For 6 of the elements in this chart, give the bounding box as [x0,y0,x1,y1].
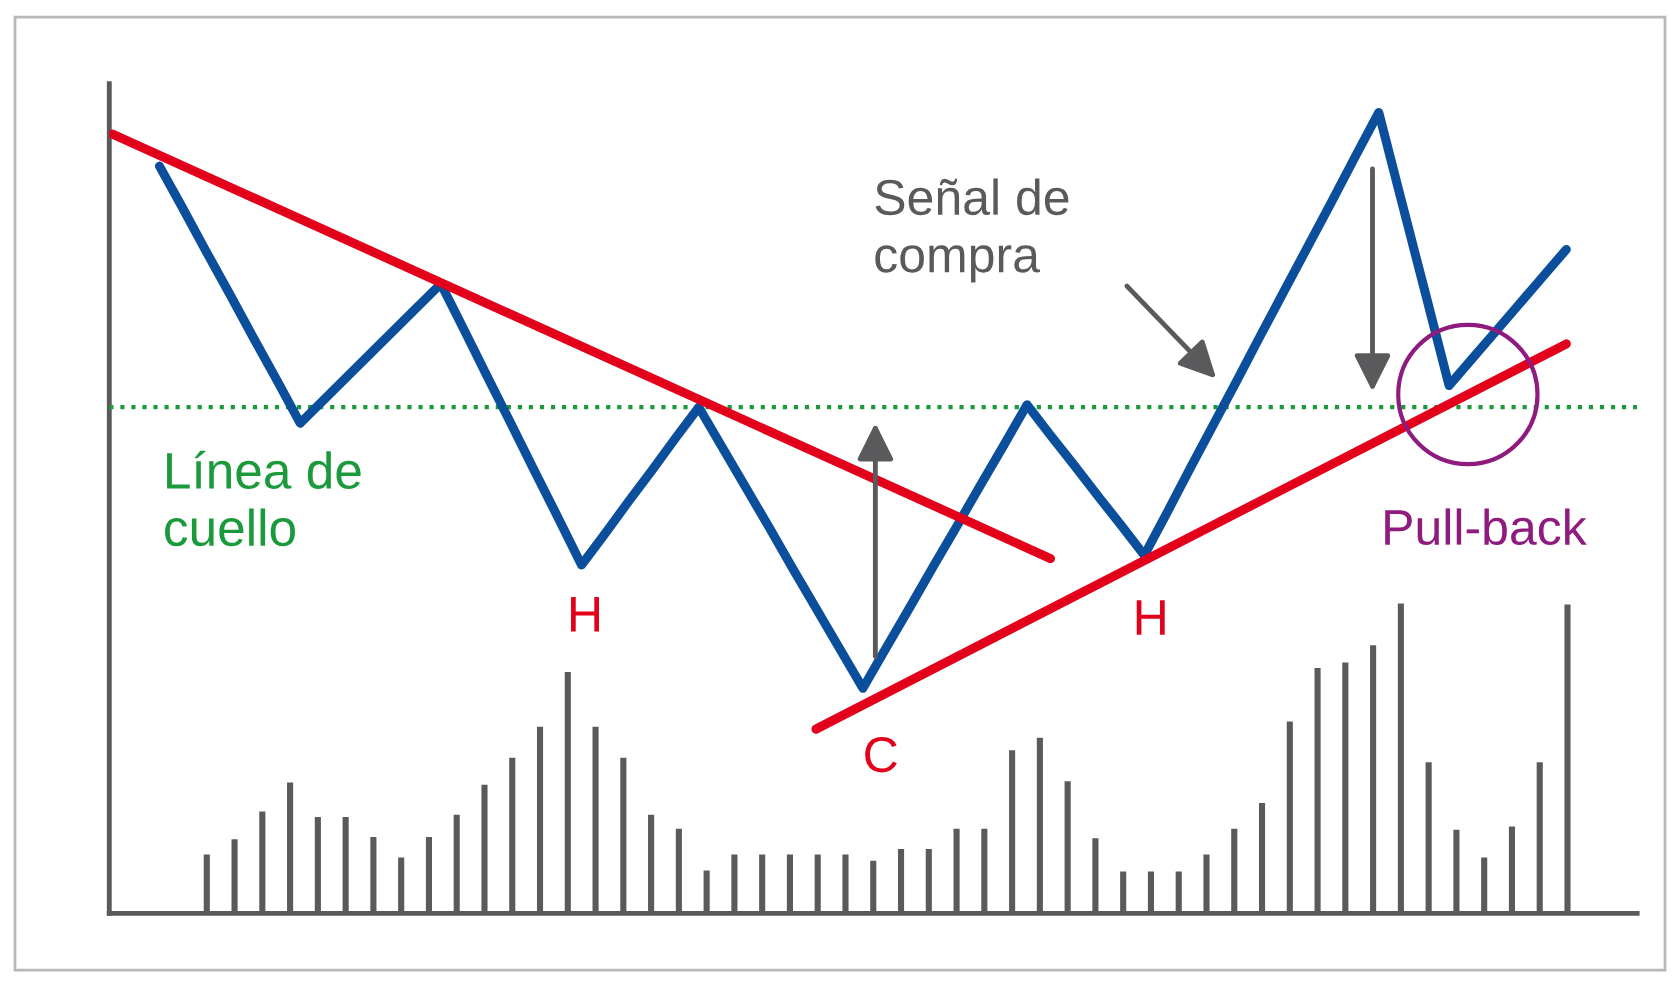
annotation: C [865,736,897,773]
annotation: H [571,597,599,632]
annotation: H [1136,600,1165,635]
ref-line-label: Línea de cuello [165,450,361,547]
annotation: Señal de compra [875,178,1069,283]
annotation: Pull-back [1385,508,1587,546]
